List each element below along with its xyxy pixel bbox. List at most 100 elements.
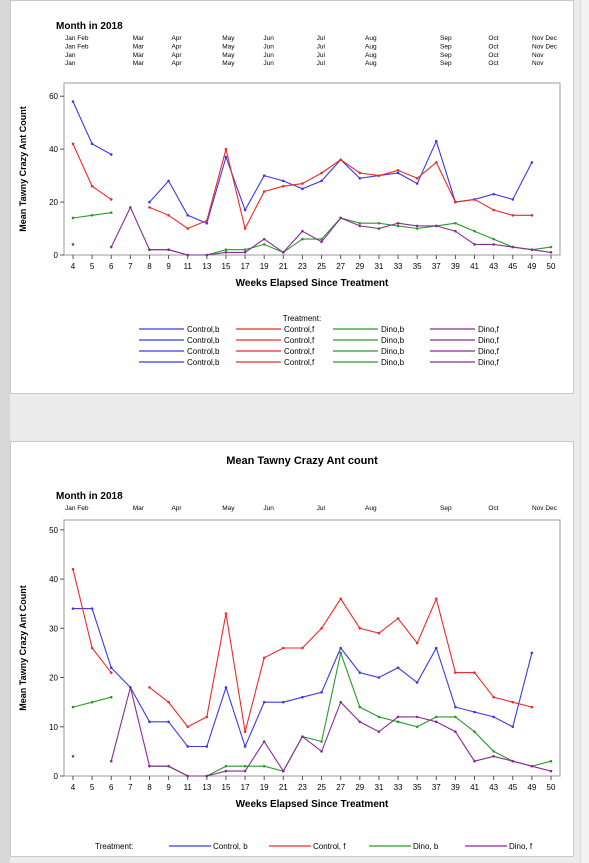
data-point bbox=[454, 671, 457, 674]
data-point bbox=[530, 248, 534, 252]
data-point bbox=[282, 184, 285, 188]
x-tick-label: 50 bbox=[547, 783, 556, 792]
vertical-scrollbar[interactable] bbox=[580, 0, 589, 863]
legend-label: Dino, b bbox=[413, 842, 439, 851]
month-label: Jul bbox=[317, 52, 326, 59]
x-tick-label: 19 bbox=[260, 262, 269, 271]
data-point bbox=[262, 190, 266, 193]
data-point bbox=[415, 715, 419, 719]
y-tick-label: 10 bbox=[49, 723, 58, 732]
chart-1-svg: Month in 2018 Jan Feb Mar Apr May Jun Jul Aug Se… bbox=[18, 21, 561, 367]
x-tick-label: 49 bbox=[527, 783, 536, 792]
data-point bbox=[282, 769, 285, 773]
month-label: Jul bbox=[317, 35, 326, 42]
data-point bbox=[549, 769, 553, 773]
data-point bbox=[454, 229, 457, 233]
data-point bbox=[186, 725, 190, 729]
data-point bbox=[148, 720, 151, 724]
data-point bbox=[511, 725, 515, 729]
data-point bbox=[148, 206, 151, 209]
data-point bbox=[71, 705, 75, 709]
data-point bbox=[511, 214, 515, 217]
month-label: Nov bbox=[532, 60, 544, 67]
month-label: Sep bbox=[440, 52, 452, 59]
x-tick-label: 37 bbox=[432, 783, 441, 792]
month-label: Sep bbox=[440, 505, 452, 512]
x-tick-label: 45 bbox=[508, 262, 517, 271]
month-label: Aug bbox=[365, 60, 377, 67]
month-label: Oct bbox=[488, 35, 498, 42]
legend-label: Control,b bbox=[187, 336, 220, 345]
data-point bbox=[186, 214, 190, 217]
legend-label: Dino,b bbox=[381, 336, 405, 345]
month-label: Jan bbox=[65, 52, 76, 59]
data-point bbox=[415, 641, 419, 645]
data-point bbox=[434, 646, 438, 650]
data-point bbox=[396, 169, 400, 172]
data-point bbox=[377, 631, 381, 635]
data-point bbox=[167, 720, 170, 724]
data-point bbox=[71, 243, 75, 246]
data-point bbox=[396, 617, 400, 620]
x-tick-label: 25 bbox=[317, 262, 326, 271]
data-point bbox=[377, 676, 381, 679]
data-point bbox=[339, 597, 342, 601]
x-tick-label: 35 bbox=[413, 783, 422, 792]
series-line bbox=[149, 650, 552, 777]
data-point bbox=[167, 248, 170, 252]
data-point bbox=[148, 200, 151, 204]
data-point bbox=[492, 243, 495, 246]
series-line bbox=[110, 206, 552, 256]
x-tick-label: 45 bbox=[508, 783, 517, 792]
month-label: Aug bbox=[365, 35, 377, 42]
data-point bbox=[358, 221, 362, 225]
data-point bbox=[90, 646, 94, 650]
data-point bbox=[320, 237, 323, 241]
legend-label: Dino, f bbox=[509, 842, 533, 851]
month-label: Oct bbox=[488, 43, 498, 50]
data-point bbox=[358, 171, 362, 175]
data-point bbox=[454, 715, 457, 719]
data-point bbox=[320, 627, 323, 630]
data-point bbox=[492, 755, 495, 758]
series-group bbox=[71, 686, 553, 778]
data-point bbox=[339, 700, 342, 704]
month-label: Apr bbox=[171, 60, 182, 67]
legend-label: Dino,b bbox=[381, 358, 405, 367]
data-point bbox=[434, 597, 438, 601]
data-point bbox=[396, 171, 400, 175]
x-tick-label: 25 bbox=[317, 783, 326, 792]
data-point bbox=[530, 161, 534, 164]
x-tick-label: 13 bbox=[202, 262, 211, 271]
month-label: Jul bbox=[317, 505, 326, 512]
data-point bbox=[224, 686, 228, 689]
month-label: Mar bbox=[133, 43, 145, 50]
x-tick-label: 15 bbox=[222, 783, 231, 792]
month-label: Sep bbox=[440, 60, 452, 67]
data-point bbox=[243, 251, 247, 254]
data-point bbox=[473, 710, 476, 714]
month-label: Jun bbox=[263, 43, 274, 50]
data-point bbox=[396, 666, 400, 669]
x-tick-label: 9 bbox=[166, 262, 171, 271]
y-tick-label: 30 bbox=[49, 624, 58, 633]
data-point bbox=[492, 695, 495, 699]
data-point bbox=[492, 715, 495, 719]
month-label: Apr bbox=[171, 505, 182, 512]
data-point bbox=[454, 705, 457, 709]
legend-label: Control,b bbox=[187, 358, 220, 367]
legend-title: Treatment: bbox=[283, 314, 321, 323]
month-label: Jan Feb bbox=[65, 505, 89, 512]
month-label: Oct bbox=[488, 52, 498, 59]
month-label: Nov bbox=[532, 52, 544, 59]
data-point bbox=[549, 245, 553, 249]
chart-panel-2: Mean Tawny Crazy Ant count Month in 2018 J… bbox=[10, 441, 574, 857]
x-tick-label: 31 bbox=[374, 783, 383, 792]
data-point bbox=[205, 745, 209, 748]
x-tick-label: 37 bbox=[432, 262, 441, 271]
data-point bbox=[224, 248, 228, 252]
x-tick-label: 7 bbox=[128, 262, 133, 271]
data-point bbox=[129, 206, 132, 209]
plot-area bbox=[63, 519, 561, 777]
data-point bbox=[167, 700, 170, 704]
